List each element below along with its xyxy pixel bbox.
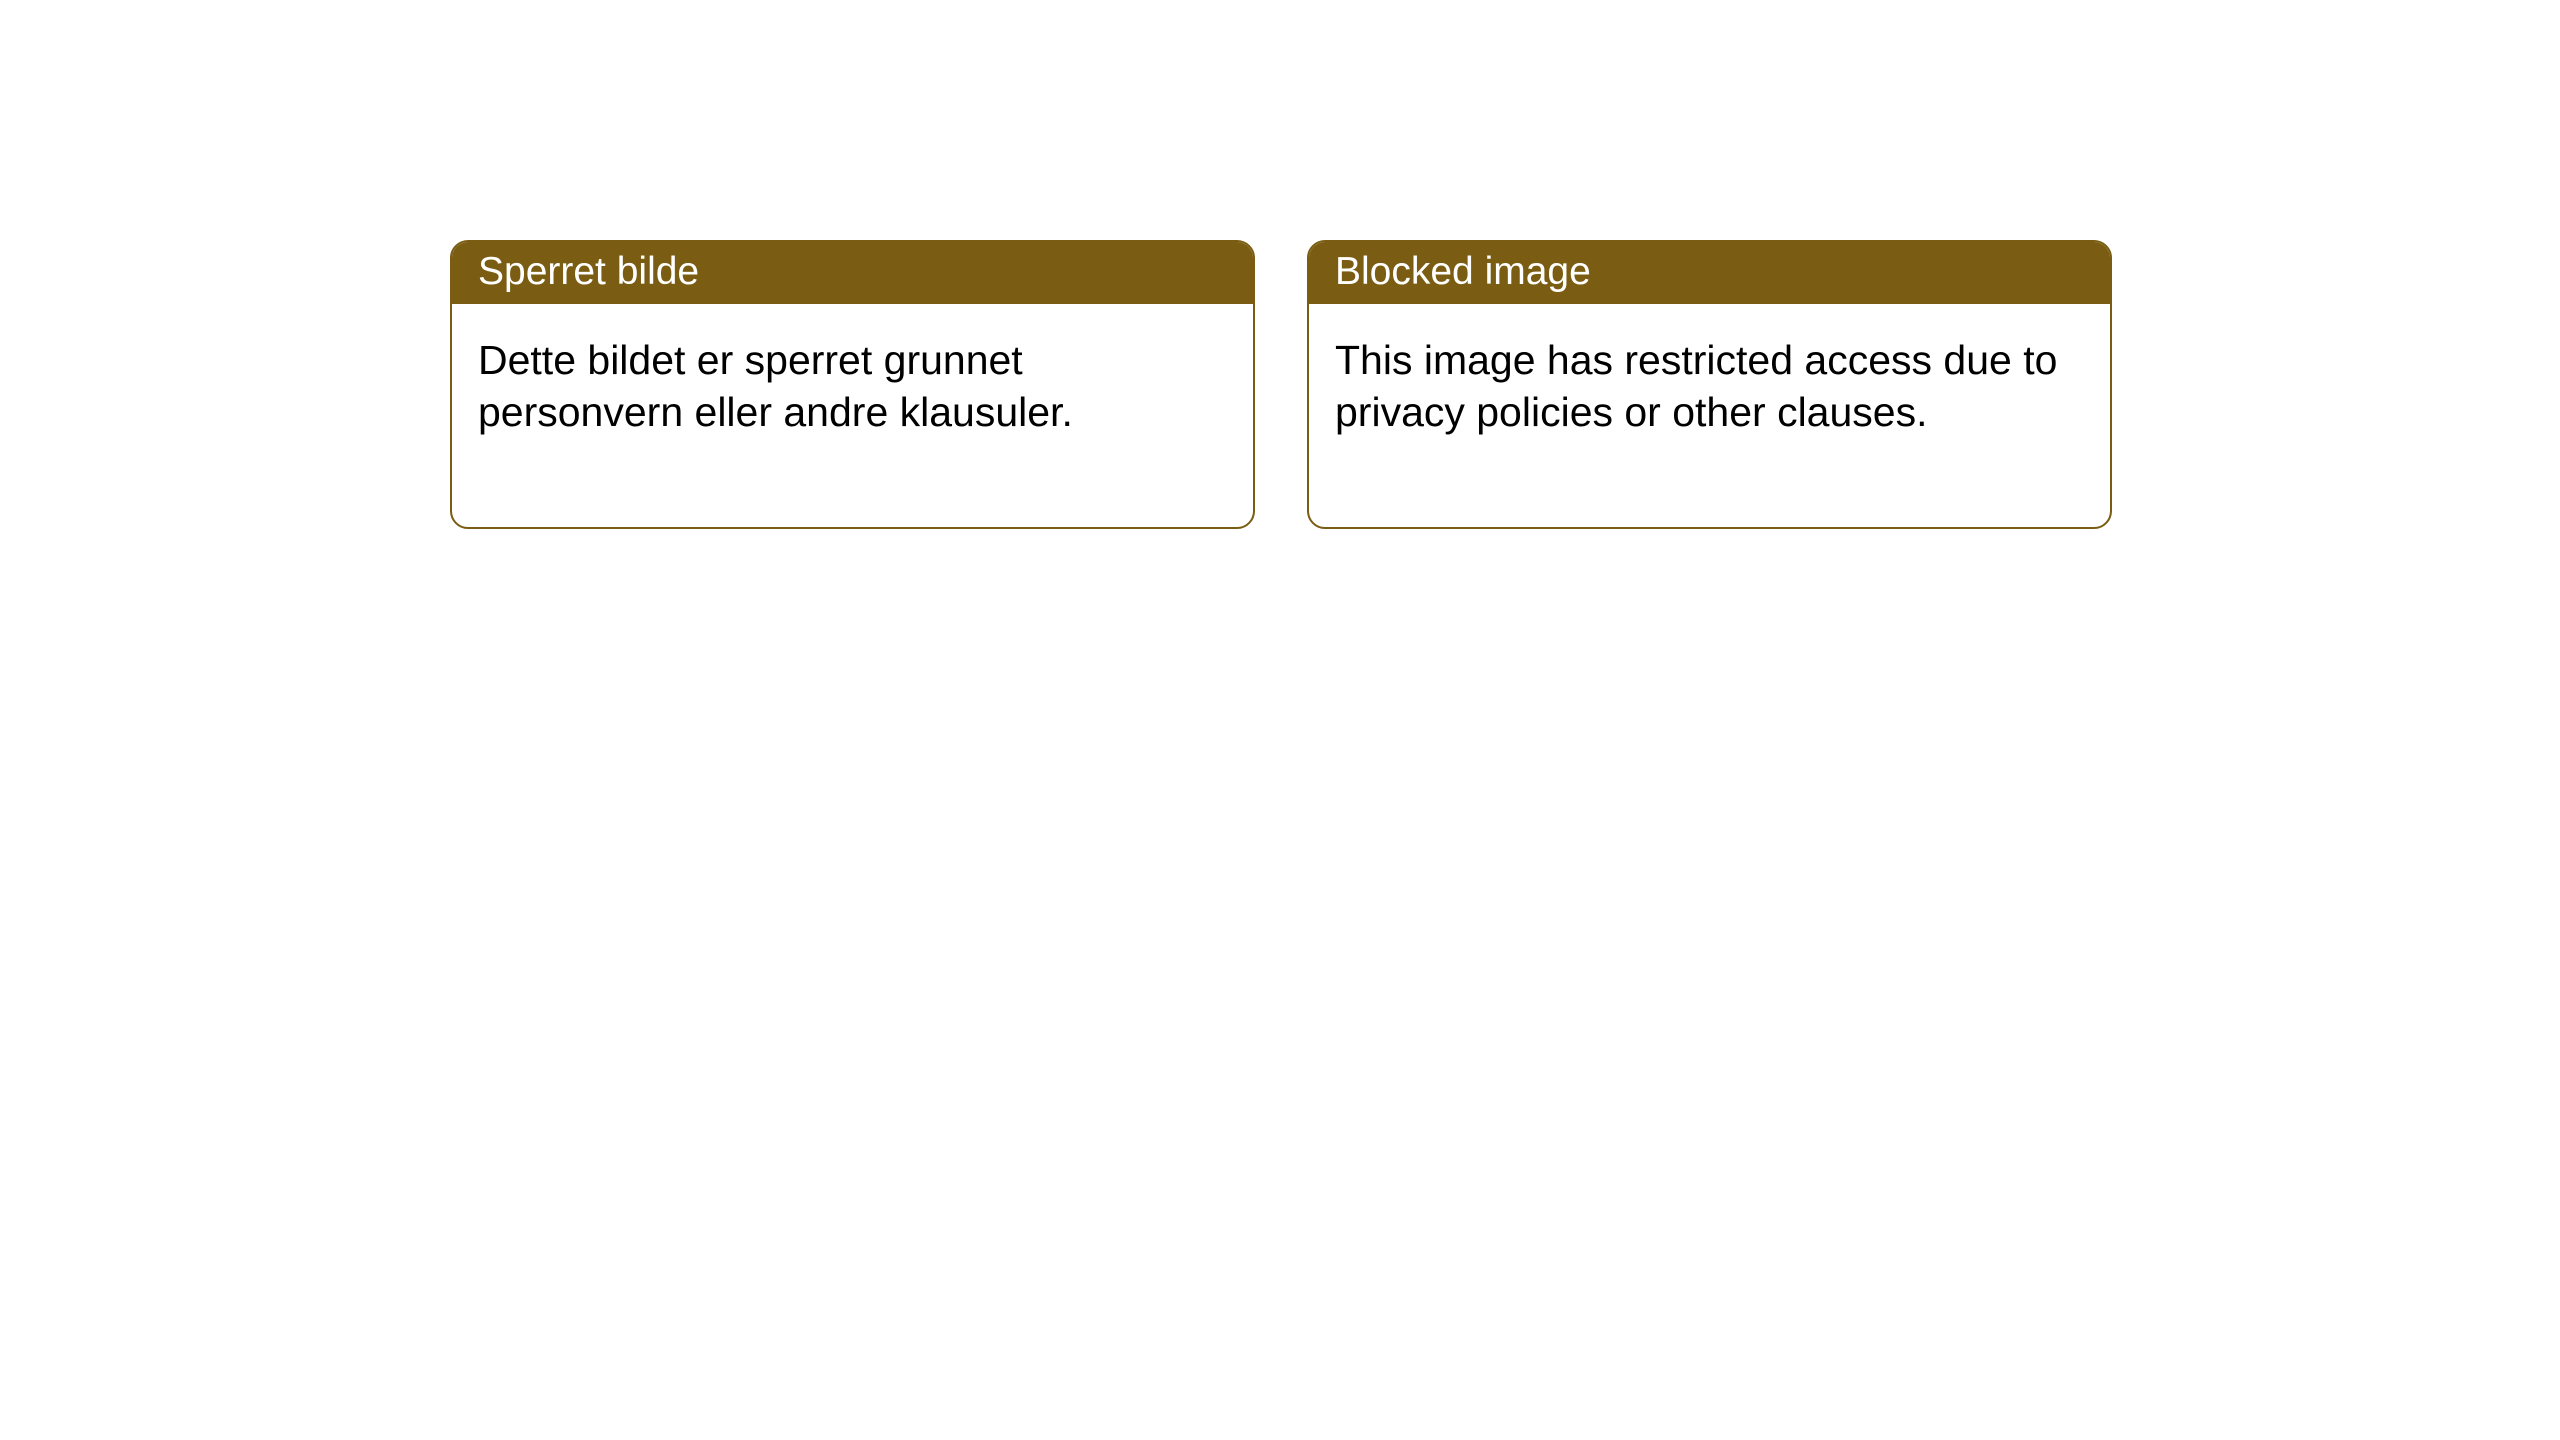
card-body-text: This image has restricted access due to … — [1335, 337, 2057, 435]
card-body-text: Dette bildet er sperret grunnet personve… — [478, 337, 1073, 435]
card-body: This image has restricted access due to … — [1309, 304, 2110, 527]
card-title: Sperret bilde — [478, 250, 699, 293]
notice-card-norwegian: Sperret bilde Dette bildet er sperret gr… — [450, 240, 1255, 529]
notice-card-english: Blocked image This image has restricted … — [1307, 240, 2112, 529]
card-title: Blocked image — [1335, 250, 1591, 293]
card-body: Dette bildet er sperret grunnet personve… — [452, 304, 1253, 527]
card-header: Blocked image — [1309, 242, 2110, 304]
notice-cards-container: Sperret bilde Dette bildet er sperret gr… — [450, 240, 2112, 529]
card-header: Sperret bilde — [452, 242, 1253, 304]
